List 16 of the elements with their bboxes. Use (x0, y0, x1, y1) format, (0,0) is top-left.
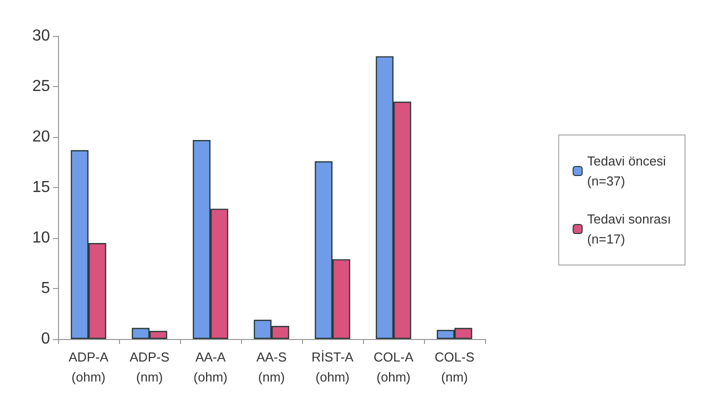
y-tick-label: 15 (32, 179, 50, 196)
x-tick-label: AA-S (nm) (256, 350, 287, 384)
x-tick-label: COL-S (nm) (434, 350, 475, 384)
legend-label: Tedavi öncesi (n=37) (587, 154, 666, 188)
y-tick-label: 30 (32, 28, 50, 44)
x-tick-label: ADP-S (nm) (130, 350, 170, 384)
y-tick-label: 5 (41, 280, 50, 297)
y-tick-label: 10 (32, 230, 50, 246)
x-tick-label: COL-A (ohm) (374, 350, 414, 384)
x-tick-label: RİST-A (ohm) (312, 350, 354, 384)
y-tick-label: 25 (32, 78, 50, 95)
legend-label: Tedavi sonrası (n=17) (587, 212, 672, 246)
y-tick-label: 0 (41, 330, 50, 348)
y-tick-label: 20 (32, 128, 50, 146)
x-tick-label: ADP-A (ohm) (68, 350, 109, 384)
x-tick-label: AA-A (ohm) (194, 350, 228, 384)
